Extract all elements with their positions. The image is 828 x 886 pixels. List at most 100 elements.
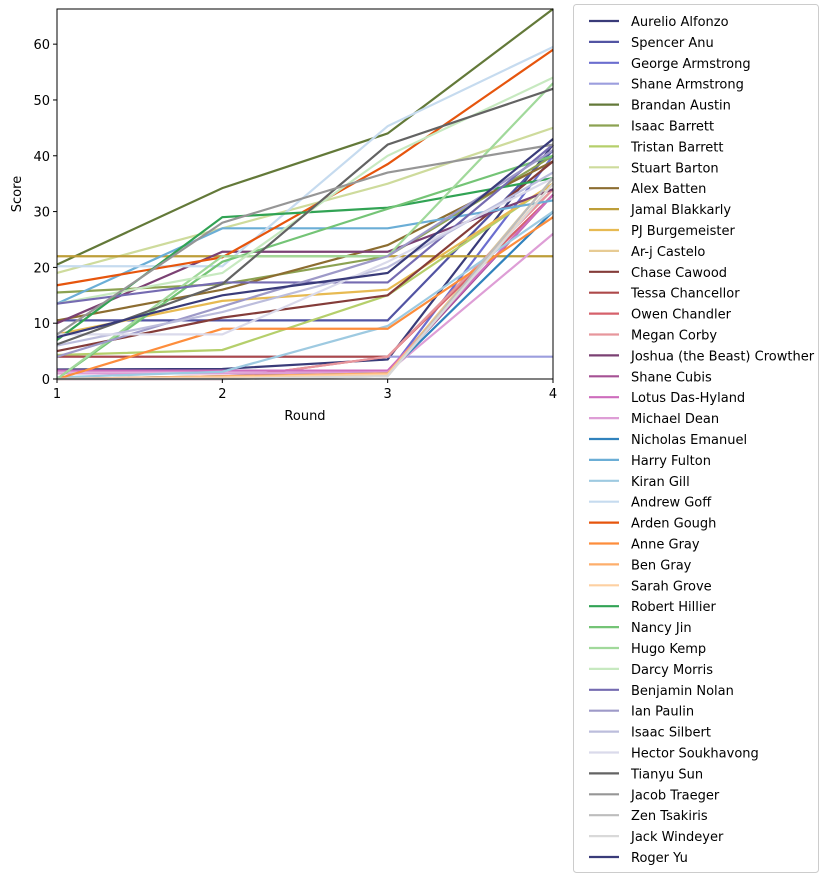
legend-label: Robert Hillier [631,600,716,615]
legend-label: Shane Cubis [631,370,712,385]
legend-label: Sarah Grove [631,579,712,594]
series-line-anne-gray [56,216,554,381]
legend-item: Hugo Kemp [589,642,706,657]
legend-item: Spencer Anu [589,36,714,51]
y-tick-label: 20 [33,261,50,276]
legend-item: Robert Hillier [589,600,716,615]
series-line-aurelio-alfonzo [56,143,554,371]
x-tick-label: 1 [53,387,61,402]
series-line-lotus-das-hyland [57,194,554,372]
legend-item: Owen Chandler [589,308,732,323]
series-line-ian-paulin [56,149,554,358]
legend-label: Owen Chandler [631,308,732,323]
legend-label: Arden Gough [631,517,716,532]
legend-item: Chase Cawood [589,266,727,281]
legend-item: Tessa Chancellor [589,287,740,302]
legend-label: Stuart Barton [631,161,719,176]
legend-label: Tristan Barrett [630,140,723,155]
y-tick-label: 60 [33,38,50,53]
legend-item: Anne Gray [589,538,700,553]
series-line-kiran-gill [56,210,554,379]
series-line-roger-yu [56,138,554,339]
legend-item: Roger Yu [589,851,688,866]
legend-label: Darcy Morris [631,663,713,678]
legend-label: Isaac Silbert [631,726,711,741]
series-line-stuart-barton [56,126,554,275]
x-axis: 1 2 3 4 [53,379,557,402]
series-line-jacob-traeger [56,143,554,336]
legend-frame [573,4,819,873]
plot-frame [56,8,554,380]
legend-label: Tianyu Sun [630,767,703,782]
legend-label: Tessa Chancellor [630,287,740,302]
legend-item: Aurelio Alfonzo [589,15,729,30]
legend-item: Ben Gray [589,558,692,573]
legend-label: Aurelio Alfonzo [631,15,729,30]
legend-label: Anne Gray [631,538,700,553]
legend-label: Isaac Barrett [631,120,714,135]
legend-label: Jacob Traeger [630,788,720,803]
legend-label: Ian Paulin [631,705,694,720]
legend-item: Jack Windeyer [589,830,724,845]
series-line-arden-gough [56,48,554,287]
legend-label: George Armstrong [631,57,751,72]
legend-label: Hugo Kemp [631,642,706,657]
legend-item: Zen Tsakiris [589,809,708,824]
legend-item: Tianyu Sun [589,767,703,782]
legend-item: Ar-j Castelo [589,245,705,260]
legend-label: Jamal Blakkarly [630,203,731,218]
legend-label: Harry Fulton [631,454,711,469]
legend-item: Kiran Gill [589,475,690,490]
legend-label: Kiran Gill [631,475,690,490]
legend-label: Hector Soukhavong [631,747,759,762]
series-line-andrew-goff [57,45,554,268]
legend-item: Shane Cubis [589,370,712,385]
legend-item: Sarah Grove [589,579,712,594]
legend-item: Shane Armstrong [589,78,744,93]
x-axis-label: Round [284,409,325,424]
legend-label: Nicholas Emanuel [631,433,747,448]
legend-label: Michael Dean [631,412,719,427]
legend-label: Brandan Austin [631,99,731,114]
legend-item: Nancy Jin [589,621,692,636]
series-line-tianyu-sun [56,87,554,346]
series-line-benjamin-nolan [56,143,554,305]
legend-item: Stuart Barton [589,161,719,176]
legend-item: Brandan Austin [589,99,731,114]
legend-item: Jamal Blakkarly [589,203,731,218]
legend-item: Harry Fulton [589,454,711,469]
y-tick-label: 50 [33,94,50,109]
legend-item: Benjamin Nolan [589,684,734,699]
legend-item: Nicholas Emanuel [589,433,747,448]
legend-item: Tristan Barrett [589,140,723,155]
legend-label: Spencer Anu [631,36,714,51]
legend-label: Ben Gray [631,558,692,573]
legend-item: Michael Dean [589,412,719,427]
legend-item: Darcy Morris [589,663,713,678]
legend-item: Joshua (the Beast) Crowther [589,349,815,364]
legend-label: PJ Burgemeister [631,224,735,239]
x-tick-label: 4 [549,387,557,402]
y-tick-label: 40 [33,150,50,165]
legend-item: Jacob Traeger [589,788,720,803]
series-line-michael-dean [57,233,554,375]
legend-item: George Armstrong [589,57,751,72]
series-line-brandan-austin [56,8,554,266]
legend-label: Alex Batten [631,182,706,197]
series-line-robert-hillier [56,177,554,341]
y-tick-label: 10 [33,317,50,332]
series-line-hector-soukhavong [57,177,554,336]
legend-item: Isaac Barrett [589,120,714,135]
legend-label: Andrew Goff [631,496,712,511]
legend-item: Arden Gough [589,517,716,532]
series-lines [56,8,554,381]
y-tick-label: 30 [33,206,50,221]
x-tick-label: 2 [218,387,226,402]
legend-label: Zen Tsakiris [631,809,708,824]
y-axis: 0 10 20 30 40 50 60 [33,38,57,388]
legend-label: Chase Cawood [631,266,727,281]
legend-item: Andrew Goff [589,496,712,511]
legend-item: Lotus Das-Hyland [589,391,745,406]
legend: Aurelio Alfonzo Spencer Anu George Armstro… [573,4,819,873]
legend-item: Alex Batten [589,182,706,197]
